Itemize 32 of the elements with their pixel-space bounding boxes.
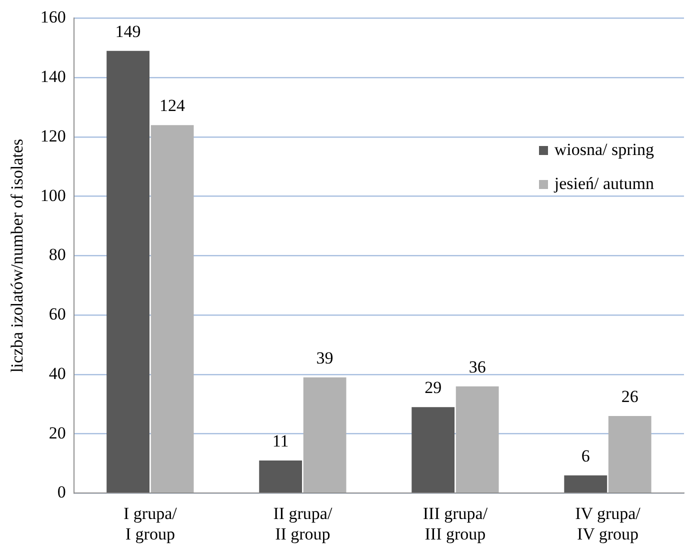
data-label: 11: [272, 432, 289, 451]
data-label: 36: [468, 357, 486, 376]
y-tick-label: 160: [40, 8, 66, 27]
legend-label: wiosna/ spring: [554, 140, 654, 160]
bar: [259, 460, 302, 493]
data-label: 124: [160, 96, 186, 116]
x-tick-label: I grupa/ I group: [123, 504, 178, 544]
y-axis-title: liczba izolatów/number of isolates: [8, 138, 27, 373]
x-tick-label: II grupa/ II group: [273, 504, 332, 544]
bar: [106, 50, 150, 493]
data-label: 29: [424, 378, 442, 398]
bar: [412, 407, 455, 493]
bar: [150, 125, 194, 493]
y-tick-label: 20: [48, 423, 66, 442]
y-tick-label: 60: [48, 304, 66, 324]
y-tick-label: 140: [40, 67, 66, 86]
y-tick-label: 0: [57, 482, 66, 502]
legend-label: jesień/ autumn: [554, 174, 654, 194]
y-tick-label: 40: [48, 364, 66, 383]
y-tick-label: 80: [48, 245, 66, 264]
x-tick-label: III grupa/ III group: [422, 504, 488, 544]
data-label: 26: [621, 386, 638, 406]
x-tick-label: IV grupa/ IV group: [575, 504, 641, 544]
bar: [564, 475, 608, 493]
data-label: 39: [316, 348, 334, 368]
bar: [456, 386, 499, 493]
y-tick-label: 120: [40, 126, 66, 146]
bar: [608, 416, 652, 493]
data-label: 149: [115, 22, 141, 41]
data-label: 6: [581, 446, 590, 466]
bar: [303, 377, 346, 493]
y-tick-label: 100: [40, 186, 66, 205]
